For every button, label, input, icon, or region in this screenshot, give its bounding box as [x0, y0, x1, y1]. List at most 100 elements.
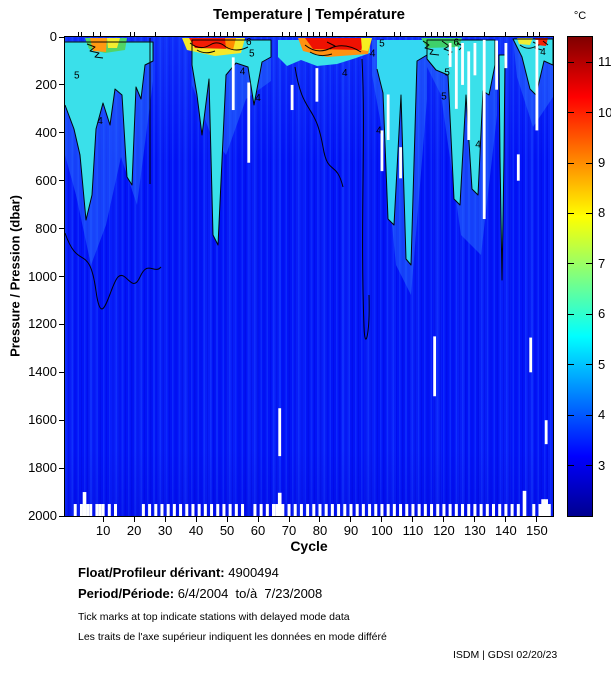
short-profile-notch	[306, 504, 310, 516]
delayed-mode-tick-mark	[483, 32, 485, 37]
short-profile-notch	[473, 504, 477, 516]
short-profile-notch	[185, 504, 189, 516]
colorbar-tick-mark	[568, 263, 574, 265]
x-tick-mark	[226, 517, 228, 522]
colorbar-tick-mark	[586, 112, 592, 114]
delayed-mode-tick-mark	[400, 32, 402, 37]
colorbar-tick-mark	[568, 313, 574, 315]
delayed-mode-tick-mark	[220, 32, 222, 37]
short-profile-notch	[532, 504, 536, 516]
delayed-mode-tick-mark	[77, 32, 79, 37]
delayed-mode-tick-mark	[319, 32, 321, 37]
short-profile-notch	[179, 504, 183, 516]
contour-label: 4	[342, 68, 348, 79]
colorbar-tick-label: 11	[598, 54, 611, 70]
missing-data-stripe	[399, 147, 402, 179]
colorbar-tick-mark	[586, 414, 592, 416]
x-tick-label: 30	[157, 523, 173, 538]
contour-label: 4	[255, 93, 261, 104]
delayed-mode-tick-mark	[539, 32, 541, 37]
colorbar-tick-mark	[568, 414, 574, 416]
x-tick-mark	[257, 517, 259, 522]
colorbar-tick-mark	[586, 313, 592, 315]
short-profile-notch-tall	[277, 492, 282, 516]
short-profile-notches	[73, 490, 551, 516]
missing-data-stripe	[315, 68, 319, 102]
missing-data-stripe	[504, 42, 508, 69]
note-delayed-mode-en: Tick marks at top indicate stations with…	[78, 611, 350, 623]
delayed-mode-tick-mark	[431, 32, 433, 37]
delayed-mode-tick-mark	[207, 32, 209, 37]
short-profile-notch	[355, 504, 359, 516]
short-profile-notch	[349, 504, 353, 516]
x-tick-label: 90	[343, 523, 359, 538]
short-profile-notch	[442, 504, 446, 516]
short-profile-notch	[197, 504, 201, 516]
short-profile-notch	[101, 504, 105, 516]
short-profile-notch-tall	[541, 499, 545, 516]
contour-label: 4	[475, 139, 481, 150]
delayed-mode-tick-mark	[155, 32, 157, 37]
y-tick-mark	[59, 371, 64, 373]
delayed-mode-tick-mark	[93, 32, 95, 37]
short-profile-notch	[253, 504, 257, 516]
short-profile-notch	[98, 504, 102, 516]
missing-data-stripe	[448, 42, 452, 67]
colorbar-tick-label: 4	[598, 407, 606, 423]
y-tick-mark	[59, 419, 64, 421]
contour-label: 4	[97, 116, 103, 127]
delayed-mode-tick-mark	[462, 32, 464, 37]
float-id-line: Float/Profileur dérivant: 4900494	[78, 565, 279, 580]
colorbar	[568, 37, 592, 516]
short-profile-notch	[430, 504, 434, 516]
delayed-mode-tick-mark	[331, 32, 333, 37]
y-tick-mark	[59, 228, 64, 230]
chart-title: Temperature | Température	[212, 6, 406, 23]
short-profile-notch	[386, 504, 390, 516]
delayed-mode-tick-mark	[424, 32, 426, 37]
short-profile-notch	[272, 504, 276, 516]
short-profile-notch	[95, 504, 99, 516]
y-tick-mark	[59, 180, 64, 182]
y-tick-mark	[59, 36, 64, 38]
delayed-mode-tick-mark	[288, 32, 290, 37]
y-tick-label: 0	[49, 29, 57, 44]
x-tick-mark	[350, 517, 352, 522]
short-profile-notch	[399, 504, 403, 516]
short-profile-notch	[79, 504, 83, 516]
short-profile-notch	[216, 504, 220, 516]
period-line: Period/Période: 6/4/2004 to/à 7/23/2008	[78, 586, 322, 601]
x-tick-label: 70	[281, 523, 297, 538]
short-profile-notch	[411, 504, 415, 516]
short-profile-notch-tall	[544, 499, 548, 516]
delayed-mode-tick-mark	[527, 32, 529, 37]
y-tick-mark	[59, 323, 64, 325]
missing-data-stripe	[482, 39, 486, 220]
short-profile-notch	[510, 504, 514, 516]
x-tick-label: 10	[95, 523, 111, 538]
short-profile-notch	[538, 504, 542, 516]
short-profile-notch	[479, 504, 483, 516]
missing-data-stripe	[278, 408, 282, 457]
warm-surface-layer	[85, 38, 548, 57]
short-profile-notch	[172, 504, 176, 516]
short-profile-notch	[148, 504, 152, 516]
contour-label: 4	[370, 48, 376, 59]
y-tick-mark	[59, 467, 64, 469]
missing-data-stripe	[535, 39, 539, 131]
short-profile-notch	[324, 504, 328, 516]
contour-label: 5	[379, 39, 385, 50]
short-profile-notch	[374, 504, 378, 516]
x-tick-mark	[195, 517, 197, 522]
colorbar-tick-label: 3	[598, 457, 606, 473]
colorbar-tick-mark	[586, 162, 592, 164]
colorbar-unit-label: °C	[573, 10, 587, 22]
delayed-mode-tick-mark	[325, 32, 327, 37]
x-tick-mark	[102, 517, 104, 522]
short-profile-notch	[368, 504, 372, 516]
y-tick-mark	[59, 132, 64, 134]
delayed-mode-tick-mark	[455, 32, 457, 37]
missing-data-stripe	[290, 84, 294, 111]
x-tick-label: 40	[188, 523, 204, 538]
